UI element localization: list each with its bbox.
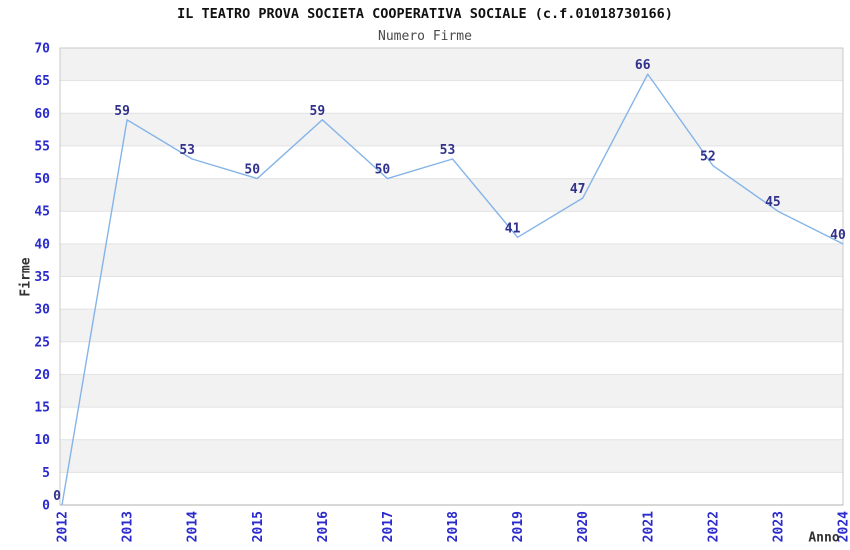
- x-tick-label: 2016: [316, 511, 331, 542]
- chart-title: IL TEATRO PROVA SOCIETA COOPERATIVA SOCI…: [177, 6, 673, 22]
- plot-band: [60, 439, 843, 473]
- y-tick-label: 40: [34, 237, 50, 252]
- x-tick-label: 2021: [641, 511, 656, 542]
- plot-band: [60, 48, 843, 81]
- point-label: 45: [765, 195, 781, 210]
- chart-subtitle: Numero Firme: [378, 29, 472, 44]
- point-label: 41: [505, 221, 521, 236]
- point-label: 52: [700, 150, 716, 165]
- point-label: 40: [830, 228, 846, 243]
- y-tick-label: 30: [34, 303, 50, 318]
- plot-band: [60, 145, 843, 179]
- point-label: 53: [179, 143, 195, 158]
- point-label: 53: [440, 143, 456, 158]
- x-tick-label: 2020: [576, 511, 591, 542]
- x-tick-label: 2015: [251, 511, 266, 542]
- x-axis-title: Anno: [808, 530, 840, 546]
- x-tick-label: 2012: [56, 511, 71, 542]
- plot-band: [60, 276, 843, 310]
- plot-band: [60, 374, 843, 408]
- y-tick-label: 5: [42, 466, 50, 481]
- plot-band: [60, 80, 843, 114]
- plot-band: [60, 472, 843, 505]
- plot-band: [60, 407, 843, 440]
- y-tick-label: 25: [34, 335, 50, 350]
- y-tick-label: 55: [34, 139, 50, 154]
- point-label: 0: [53, 489, 61, 504]
- x-tick-label: 2013: [121, 511, 136, 542]
- x-tick-label: 2014: [186, 511, 201, 542]
- point-label: 50: [375, 163, 391, 178]
- y-tick-label: 20: [34, 368, 50, 383]
- series-line: [61, 73, 844, 506]
- point-label: 47: [570, 182, 586, 197]
- plot-band: [60, 309, 843, 342]
- plot-band: [60, 211, 843, 244]
- plot-band: [60, 178, 843, 212]
- point-label: 50: [244, 163, 260, 178]
- y-tick-label: 60: [34, 107, 50, 122]
- y-tick-label: 0: [42, 499, 50, 514]
- x-tick-label: 2024: [837, 511, 850, 542]
- y-tick-label: 65: [34, 74, 50, 89]
- x-tick-label: 2018: [446, 511, 461, 542]
- plot-band: [60, 341, 843, 375]
- plot-band: [60, 113, 843, 146]
- point-label: 59: [310, 104, 326, 119]
- point-label: 59: [114, 104, 130, 119]
- point-label: 66: [635, 58, 651, 73]
- y-tick-label: 10: [34, 433, 50, 448]
- y-tick-label: 15: [34, 401, 50, 416]
- x-tick-label: 2023: [771, 511, 786, 542]
- x-tick-label: 2022: [706, 511, 721, 542]
- y-tick-label: 50: [34, 172, 50, 187]
- plot-band: [60, 243, 843, 277]
- y-tick-label: 70: [34, 42, 50, 57]
- y-axis-title: Firme: [18, 257, 34, 297]
- x-tick-label: 2019: [511, 511, 526, 542]
- y-tick-label: 35: [34, 270, 50, 285]
- x-tick-label: 2017: [381, 511, 396, 542]
- y-tick-label: 45: [34, 205, 50, 220]
